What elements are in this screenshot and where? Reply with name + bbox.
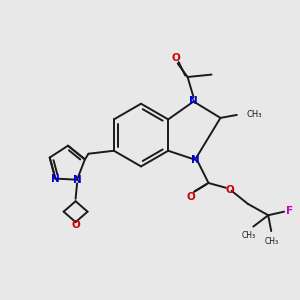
Text: F: F <box>286 206 293 216</box>
Text: N: N <box>191 155 200 165</box>
Text: N: N <box>189 97 198 106</box>
Text: N: N <box>73 175 82 185</box>
Text: O: O <box>186 192 195 202</box>
Text: O: O <box>71 220 80 230</box>
Text: O: O <box>171 53 180 63</box>
Text: CH₃: CH₃ <box>241 231 255 240</box>
Text: O: O <box>225 185 234 195</box>
Text: CH₃: CH₃ <box>265 237 279 246</box>
Text: CH₃: CH₃ <box>247 110 262 119</box>
Text: N: N <box>51 174 60 184</box>
